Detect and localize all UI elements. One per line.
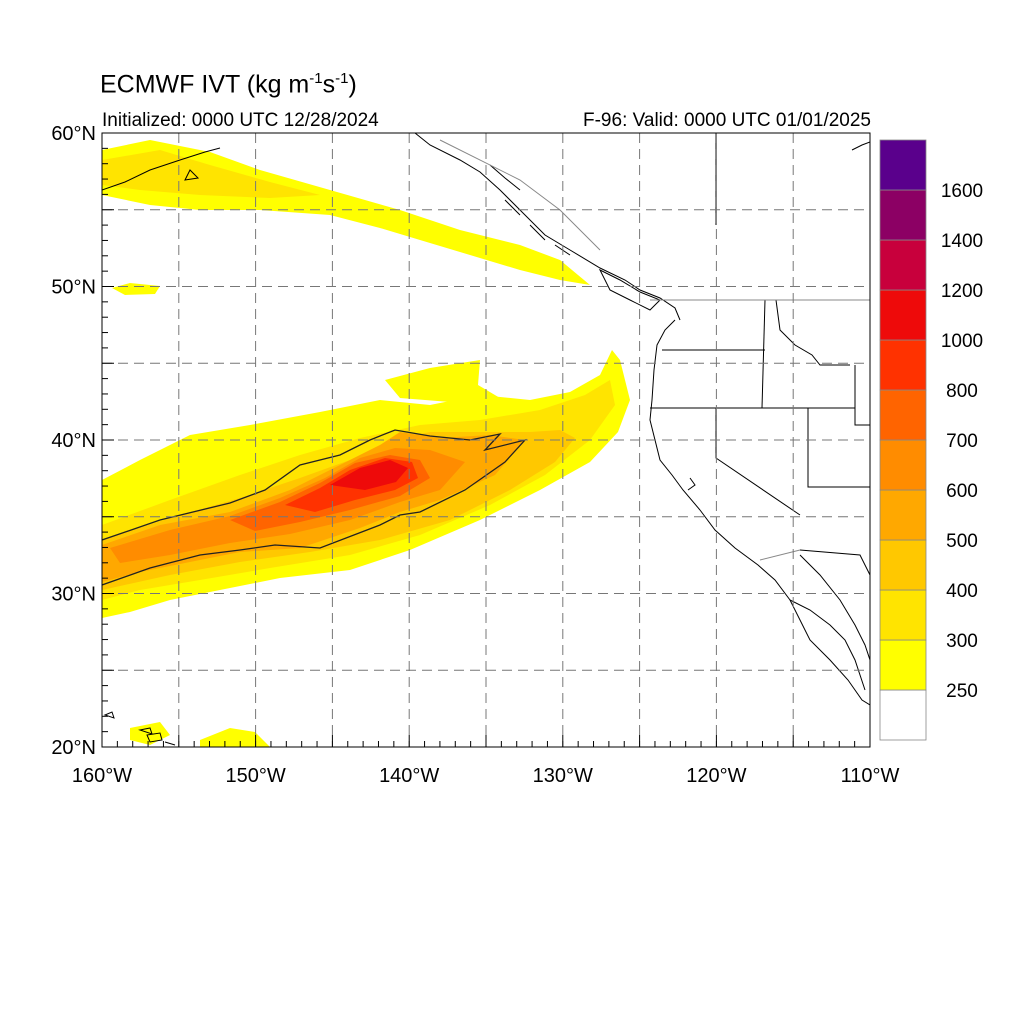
mexico-mainland-coast (799, 554, 870, 661)
lon-tick-label: 160°W (72, 765, 132, 787)
nv-border (715, 408, 801, 516)
map-ticks (101, 132, 871, 748)
lon-tick-label: 130°W (533, 765, 593, 787)
colorbar-label: 800 (946, 381, 978, 402)
hudson-coast (851, 141, 870, 151)
political-borders (439, 133, 870, 576)
ivt-500-contour (102, 429, 527, 586)
lat-tick-label: 40°N (51, 430, 96, 452)
alaska-bc-gray (439, 139, 601, 251)
ivt-ar-1000 (330, 460, 408, 490)
hawaii-islands (103, 711, 176, 746)
colorbar-bin (879, 439, 927, 491)
lon-tick-label: 120°W (686, 765, 746, 787)
ca-mexico-border (799, 549, 870, 576)
colorbar-bin (879, 289, 927, 341)
vancouver-island (598, 268, 661, 311)
colorbar-label: 300 (946, 631, 978, 652)
ivt-shading (102, 140, 630, 747)
lat-tick-label: 50°N (51, 277, 96, 299)
colorbar-bin (879, 689, 927, 741)
lat-tick-label: 30°N (51, 584, 96, 606)
us-mexico-border-gray (759, 549, 801, 561)
colorbar-label: 500 (946, 531, 978, 552)
colorbar-bin (879, 139, 927, 191)
lon-tick-label: 140°W (379, 765, 439, 787)
lat-tick-label: 60°N (51, 123, 96, 145)
colorbar: 250 300 400 500 600 700 800 1000 1200 1400 1600 (879, 139, 983, 741)
colorbar-bin (879, 589, 927, 641)
colorbar-bin (879, 639, 927, 691)
colorbar-bin (879, 239, 927, 291)
colorbar-label: 1400 (941, 231, 983, 252)
colorbar-label: 600 (946, 481, 978, 502)
alaska-islands (489, 164, 571, 256)
misc-west-islands (184, 169, 200, 181)
initialized-time: Initialized: 0000 UTC 12/28/2024 (102, 110, 379, 131)
id-border (761, 299, 766, 409)
baja-east-coast (789, 599, 866, 691)
lat-tick-label: 20°N (51, 737, 96, 759)
colorbar-label: 1600 (941, 181, 983, 202)
colorbar-label: 700 (946, 431, 978, 452)
coastlines (102, 133, 870, 746)
colorbar-bin (879, 489, 927, 541)
lon-tick-label: 110°W (841, 765, 900, 787)
alaska-coast (414, 133, 681, 321)
mt-border (775, 299, 850, 366)
valid-time: F-96: Valid: 0000 UTC 01/01/2025 (583, 110, 871, 131)
colorbar-label: 1200 (941, 281, 983, 302)
colorbar-label: 400 (946, 581, 978, 602)
colorbar-bin (879, 389, 927, 441)
axis-labels: 160°W 150°W 140°W 130°W 120°W 110°W 60°N 50°N 40… (51, 123, 899, 787)
gulf-alaska-coast-west (102, 147, 221, 191)
colorbar-bin (879, 189, 927, 241)
ivt-small-patch (112, 283, 160, 295)
colorbar-bin (879, 539, 927, 591)
ut-border (807, 408, 870, 488)
wy-border (854, 365, 870, 426)
sf-bay (687, 477, 696, 491)
colorbar-label: 1000 (941, 331, 983, 352)
ivt-north-band-300 (102, 150, 320, 198)
ivt-hawaii-patch-2 (200, 728, 270, 747)
ivt-ar-250-north-patch (385, 360, 500, 402)
colorbar-bin (879, 339, 927, 391)
map-grid (102, 133, 870, 747)
us-west-coast (649, 319, 870, 706)
colorbar-label: 250 (946, 681, 978, 702)
figure-title: ECMWF IVT (kg m-1s-1) (100, 70, 357, 99)
lon-tick-label: 150°W (225, 765, 285, 787)
